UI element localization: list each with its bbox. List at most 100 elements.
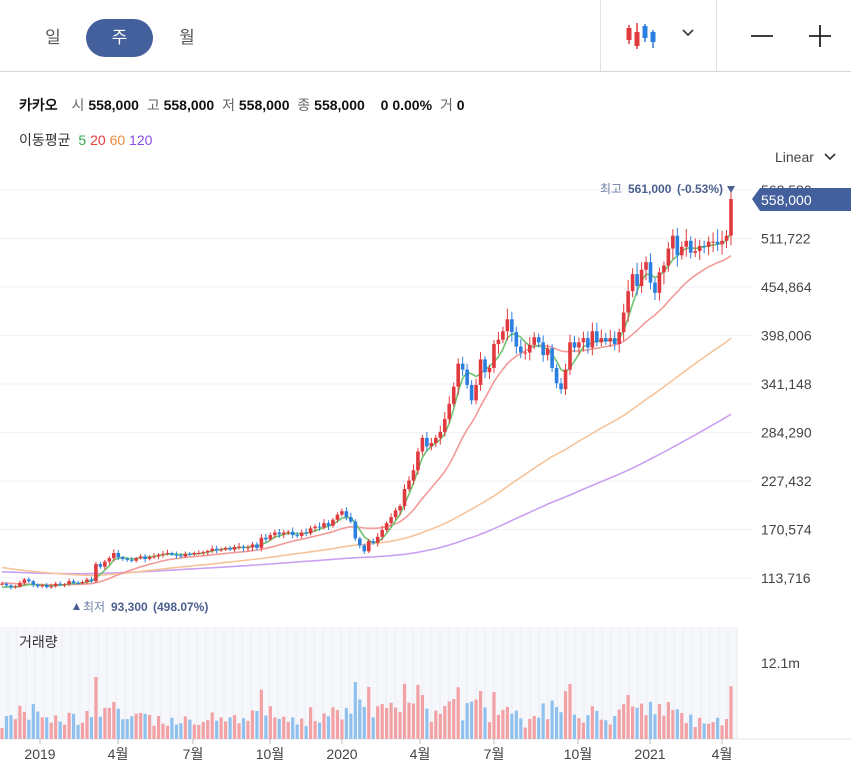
candle-body xyxy=(219,549,223,551)
volume-bar xyxy=(707,723,711,739)
candle-body xyxy=(688,240,693,253)
candle-body xyxy=(586,338,590,348)
candle-body xyxy=(487,367,492,373)
candle-body xyxy=(729,199,733,236)
volume-bar xyxy=(586,715,590,739)
volume-bar xyxy=(210,712,214,739)
candle-body xyxy=(595,331,599,343)
volume-bar xyxy=(232,715,237,739)
volume-bar xyxy=(179,723,183,739)
volume-bar xyxy=(344,708,348,739)
volume-bar xyxy=(666,702,670,739)
volume-bar xyxy=(519,718,523,739)
candle-body xyxy=(680,246,684,256)
volume-bar xyxy=(478,691,483,739)
candle-body xyxy=(384,523,389,530)
candle-body xyxy=(545,348,550,356)
volume-bar xyxy=(358,699,362,739)
volume-bar xyxy=(590,706,594,739)
volume-bar xyxy=(595,710,599,739)
candle-body xyxy=(375,536,380,543)
volume-bar xyxy=(657,704,662,739)
candle-body xyxy=(366,541,371,552)
high-value: 558,000 xyxy=(163,97,215,113)
candle-body xyxy=(13,586,18,588)
candle-body xyxy=(456,363,460,387)
candle-body xyxy=(237,546,241,548)
candle-body xyxy=(308,528,313,534)
scale-selector[interactable]: Linear xyxy=(775,149,836,165)
tab-day[interactable]: 일 xyxy=(45,28,61,47)
x-axis-labels: 2019 4월 7월 10월 2020 4월 7월 10월 2021 4월 xyxy=(24,739,732,762)
candle-body xyxy=(344,511,349,518)
volume-bar xyxy=(581,722,586,739)
candle-body xyxy=(255,544,259,548)
candle-body xyxy=(666,248,671,266)
candle-body xyxy=(563,369,568,390)
ma-5: 5 xyxy=(78,132,87,148)
close-label: 종 xyxy=(297,97,311,113)
candle-body xyxy=(264,537,268,540)
volume-bar xyxy=(295,724,299,739)
tab-month[interactable]: 월 xyxy=(179,28,195,47)
volume-bar xyxy=(22,711,26,739)
candle-body xyxy=(107,558,112,562)
candle-body xyxy=(496,339,501,345)
volume-bar xyxy=(425,708,429,739)
candle-body xyxy=(214,548,219,551)
triangle-up-icon xyxy=(73,603,80,610)
x-axis-tick: 2021 xyxy=(634,746,665,762)
volume-bar xyxy=(277,718,281,739)
candle-body xyxy=(304,532,308,534)
volume-bar xyxy=(496,714,501,739)
volume-bar xyxy=(447,701,451,739)
volume-bar xyxy=(429,721,433,739)
volume-bar xyxy=(599,719,603,739)
candle-body xyxy=(617,332,621,345)
candle-body xyxy=(134,558,138,561)
plus-icon[interactable] xyxy=(806,22,834,50)
x-axis-tick: 4월 xyxy=(410,746,431,762)
candle-body xyxy=(510,319,514,333)
candle-body xyxy=(451,386,456,404)
candle-body xyxy=(425,437,429,447)
candle-body xyxy=(527,344,532,353)
candle-body xyxy=(402,489,407,507)
candle-body xyxy=(273,532,277,536)
minus-icon[interactable] xyxy=(748,22,776,50)
high-percent: (-0.53%) xyxy=(677,182,723,196)
candle-body xyxy=(232,547,237,550)
candle-body xyxy=(27,579,31,582)
high-value: 561,000 xyxy=(628,182,672,196)
open-label: 시 xyxy=(71,97,85,113)
volume-bar xyxy=(246,720,250,739)
candlestick-icon[interactable] xyxy=(626,22,656,50)
volume-bar xyxy=(264,715,268,739)
candle-body xyxy=(635,274,639,287)
volume-bar xyxy=(165,725,170,739)
volume-bar xyxy=(201,721,205,739)
candle-body xyxy=(501,331,505,340)
candle-body xyxy=(626,291,630,313)
candle-body xyxy=(371,541,376,543)
volume-bar xyxy=(107,707,111,739)
candle-body xyxy=(523,352,528,354)
candle-body xyxy=(653,282,657,293)
volume-bar xyxy=(215,720,219,739)
candle-body xyxy=(192,553,197,555)
tab-week[interactable]: 주 xyxy=(86,19,153,57)
volume-bar xyxy=(653,714,657,739)
volume-bar xyxy=(537,717,541,739)
x-axis-tick: 2020 xyxy=(326,746,357,762)
x-axis-tick: 7월 xyxy=(484,746,505,762)
volume-bar xyxy=(559,712,563,739)
y-axis-tick: 454,864 xyxy=(761,279,812,295)
moving-average-legend: 이동평균 5 20 60 120 xyxy=(19,130,152,150)
chevron-down-icon[interactable] xyxy=(682,28,694,38)
candle-body xyxy=(662,265,666,273)
volume-bar xyxy=(317,722,322,739)
y-axis-tick: 170,574 xyxy=(761,522,812,538)
volume-bar xyxy=(639,703,644,739)
volume-bar xyxy=(510,713,514,739)
